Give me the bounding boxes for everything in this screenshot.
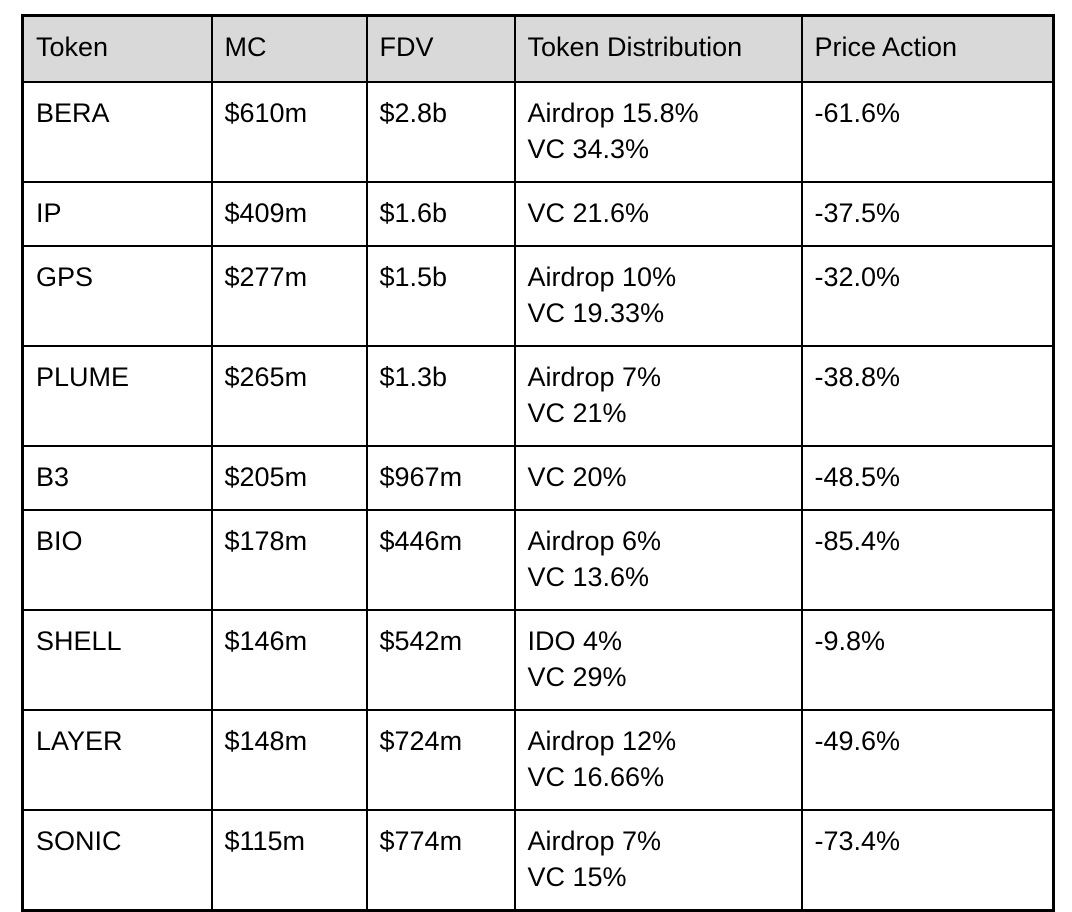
fdv-cell: $774m (365, 809, 516, 912)
fdv-cell: $724m (365, 709, 516, 811)
distribution-line: Airdrop 7% (527, 826, 662, 856)
token-cell: SONIC (21, 809, 213, 912)
table-row: BIO $178m $446m Airdrop 6% VC 13.6% -85.… (21, 509, 1055, 611)
mc-cell: $146m (210, 609, 368, 711)
price-action-cell: -73.4% (800, 809, 1055, 912)
mc-cell: $148m (210, 709, 368, 811)
distribution-line: VC 29% (527, 662, 627, 692)
mc-cell: $610m (210, 81, 368, 183)
token-cell: SHELL (21, 609, 213, 711)
column-header-distribution: Token Distribution (513, 14, 803, 83)
distribution-cell: VC 20% (513, 445, 803, 511)
mc-cell: $205m (210, 445, 368, 511)
price-action-cell: -85.4% (800, 509, 1055, 611)
distribution-line: Airdrop 15.8% (527, 98, 699, 128)
token-cell: PLUME (21, 345, 213, 447)
distribution-line: Airdrop 7% (527, 362, 662, 392)
distribution-line: VC 21% (527, 398, 627, 428)
column-header-token: Token (21, 14, 213, 83)
distribution-line: VC 19.33% (527, 298, 665, 328)
distribution-line: VC 20% (527, 462, 627, 492)
distribution-line: VC 21.6% (527, 198, 650, 228)
column-header-fdv: FDV (365, 14, 516, 83)
fdv-cell: $2.8b (365, 81, 516, 183)
price-action-cell: -49.6% (800, 709, 1055, 811)
mc-cell: $277m (210, 245, 368, 347)
table-row: BERA $610m $2.8b Airdrop 15.8% VC 34.3% … (21, 81, 1055, 183)
price-action-cell: -37.5% (800, 181, 1055, 247)
column-header-price-action: Price Action (800, 14, 1055, 83)
header-row: Token MC FDV Token Distribution Price Ac… (21, 14, 1055, 83)
column-header-mc: MC (210, 14, 368, 83)
fdv-cell: $1.3b (365, 345, 516, 447)
distribution-cell: Airdrop 7% VC 15% (513, 809, 803, 912)
price-action-cell: -32.0% (800, 245, 1055, 347)
distribution-cell: Airdrop 7% VC 21% (513, 345, 803, 447)
token-cell: B3 (21, 445, 213, 511)
token-cell: IP (21, 181, 213, 247)
distribution-cell: IDO 4% VC 29% (513, 609, 803, 711)
fdv-cell: $446m (365, 509, 516, 611)
price-action-cell: -48.5% (800, 445, 1055, 511)
distribution-line: Airdrop 10% (527, 262, 677, 292)
distribution-line: Airdrop 12% (527, 726, 677, 756)
table-row: IP $409m $1.6b VC 21.6% -37.5% (21, 181, 1055, 247)
fdv-cell: $1.6b (365, 181, 516, 247)
distribution-line: Airdrop 6% (527, 526, 662, 556)
mc-cell: $178m (210, 509, 368, 611)
token-cell: BIO (21, 509, 213, 611)
price-action-cell: -61.6% (800, 81, 1055, 183)
mc-cell: $265m (210, 345, 368, 447)
distribution-cell: Airdrop 12% VC 16.66% (513, 709, 803, 811)
distribution-line: VC 34.3% (527, 134, 650, 164)
distribution-cell: Airdrop 10% VC 19.33% (513, 245, 803, 347)
table-row: LAYER $148m $724m Airdrop 12% VC 16.66% … (21, 709, 1055, 811)
distribution-line: VC 13.6% (527, 562, 650, 592)
table-row: GPS $277m $1.5b Airdrop 10% VC 19.33% -3… (21, 245, 1055, 347)
table-row: B3 $205m $967m VC 20% -48.5% (21, 445, 1055, 511)
token-cell: GPS (21, 245, 213, 347)
fdv-cell: $967m (365, 445, 516, 511)
token-cell: BERA (21, 81, 213, 183)
distribution-line: VC 16.66% (527, 762, 665, 792)
price-action-cell: -9.8% (800, 609, 1055, 711)
table-row: PLUME $265m $1.3b Airdrop 7% VC 21% -38.… (21, 345, 1055, 447)
mc-cell: $115m (210, 809, 368, 912)
token-table: Token MC FDV Token Distribution Price Ac… (21, 14, 1055, 912)
distribution-line: VC 15% (527, 862, 627, 892)
price-action-cell: -38.8% (800, 345, 1055, 447)
distribution-cell: VC 21.6% (513, 181, 803, 247)
fdv-cell: $1.5b (365, 245, 516, 347)
table-row: SHELL $146m $542m IDO 4% VC 29% -9.8% (21, 609, 1055, 711)
token-cell: LAYER (21, 709, 213, 811)
distribution-line: IDO 4% (527, 626, 623, 656)
distribution-cell: Airdrop 15.8% VC 34.3% (513, 81, 803, 183)
distribution-cell: Airdrop 6% VC 13.6% (513, 509, 803, 611)
fdv-cell: $542m (365, 609, 516, 711)
table-row: SONIC $115m $774m Airdrop 7% VC 15% -73.… (21, 809, 1055, 912)
mc-cell: $409m (210, 181, 368, 247)
